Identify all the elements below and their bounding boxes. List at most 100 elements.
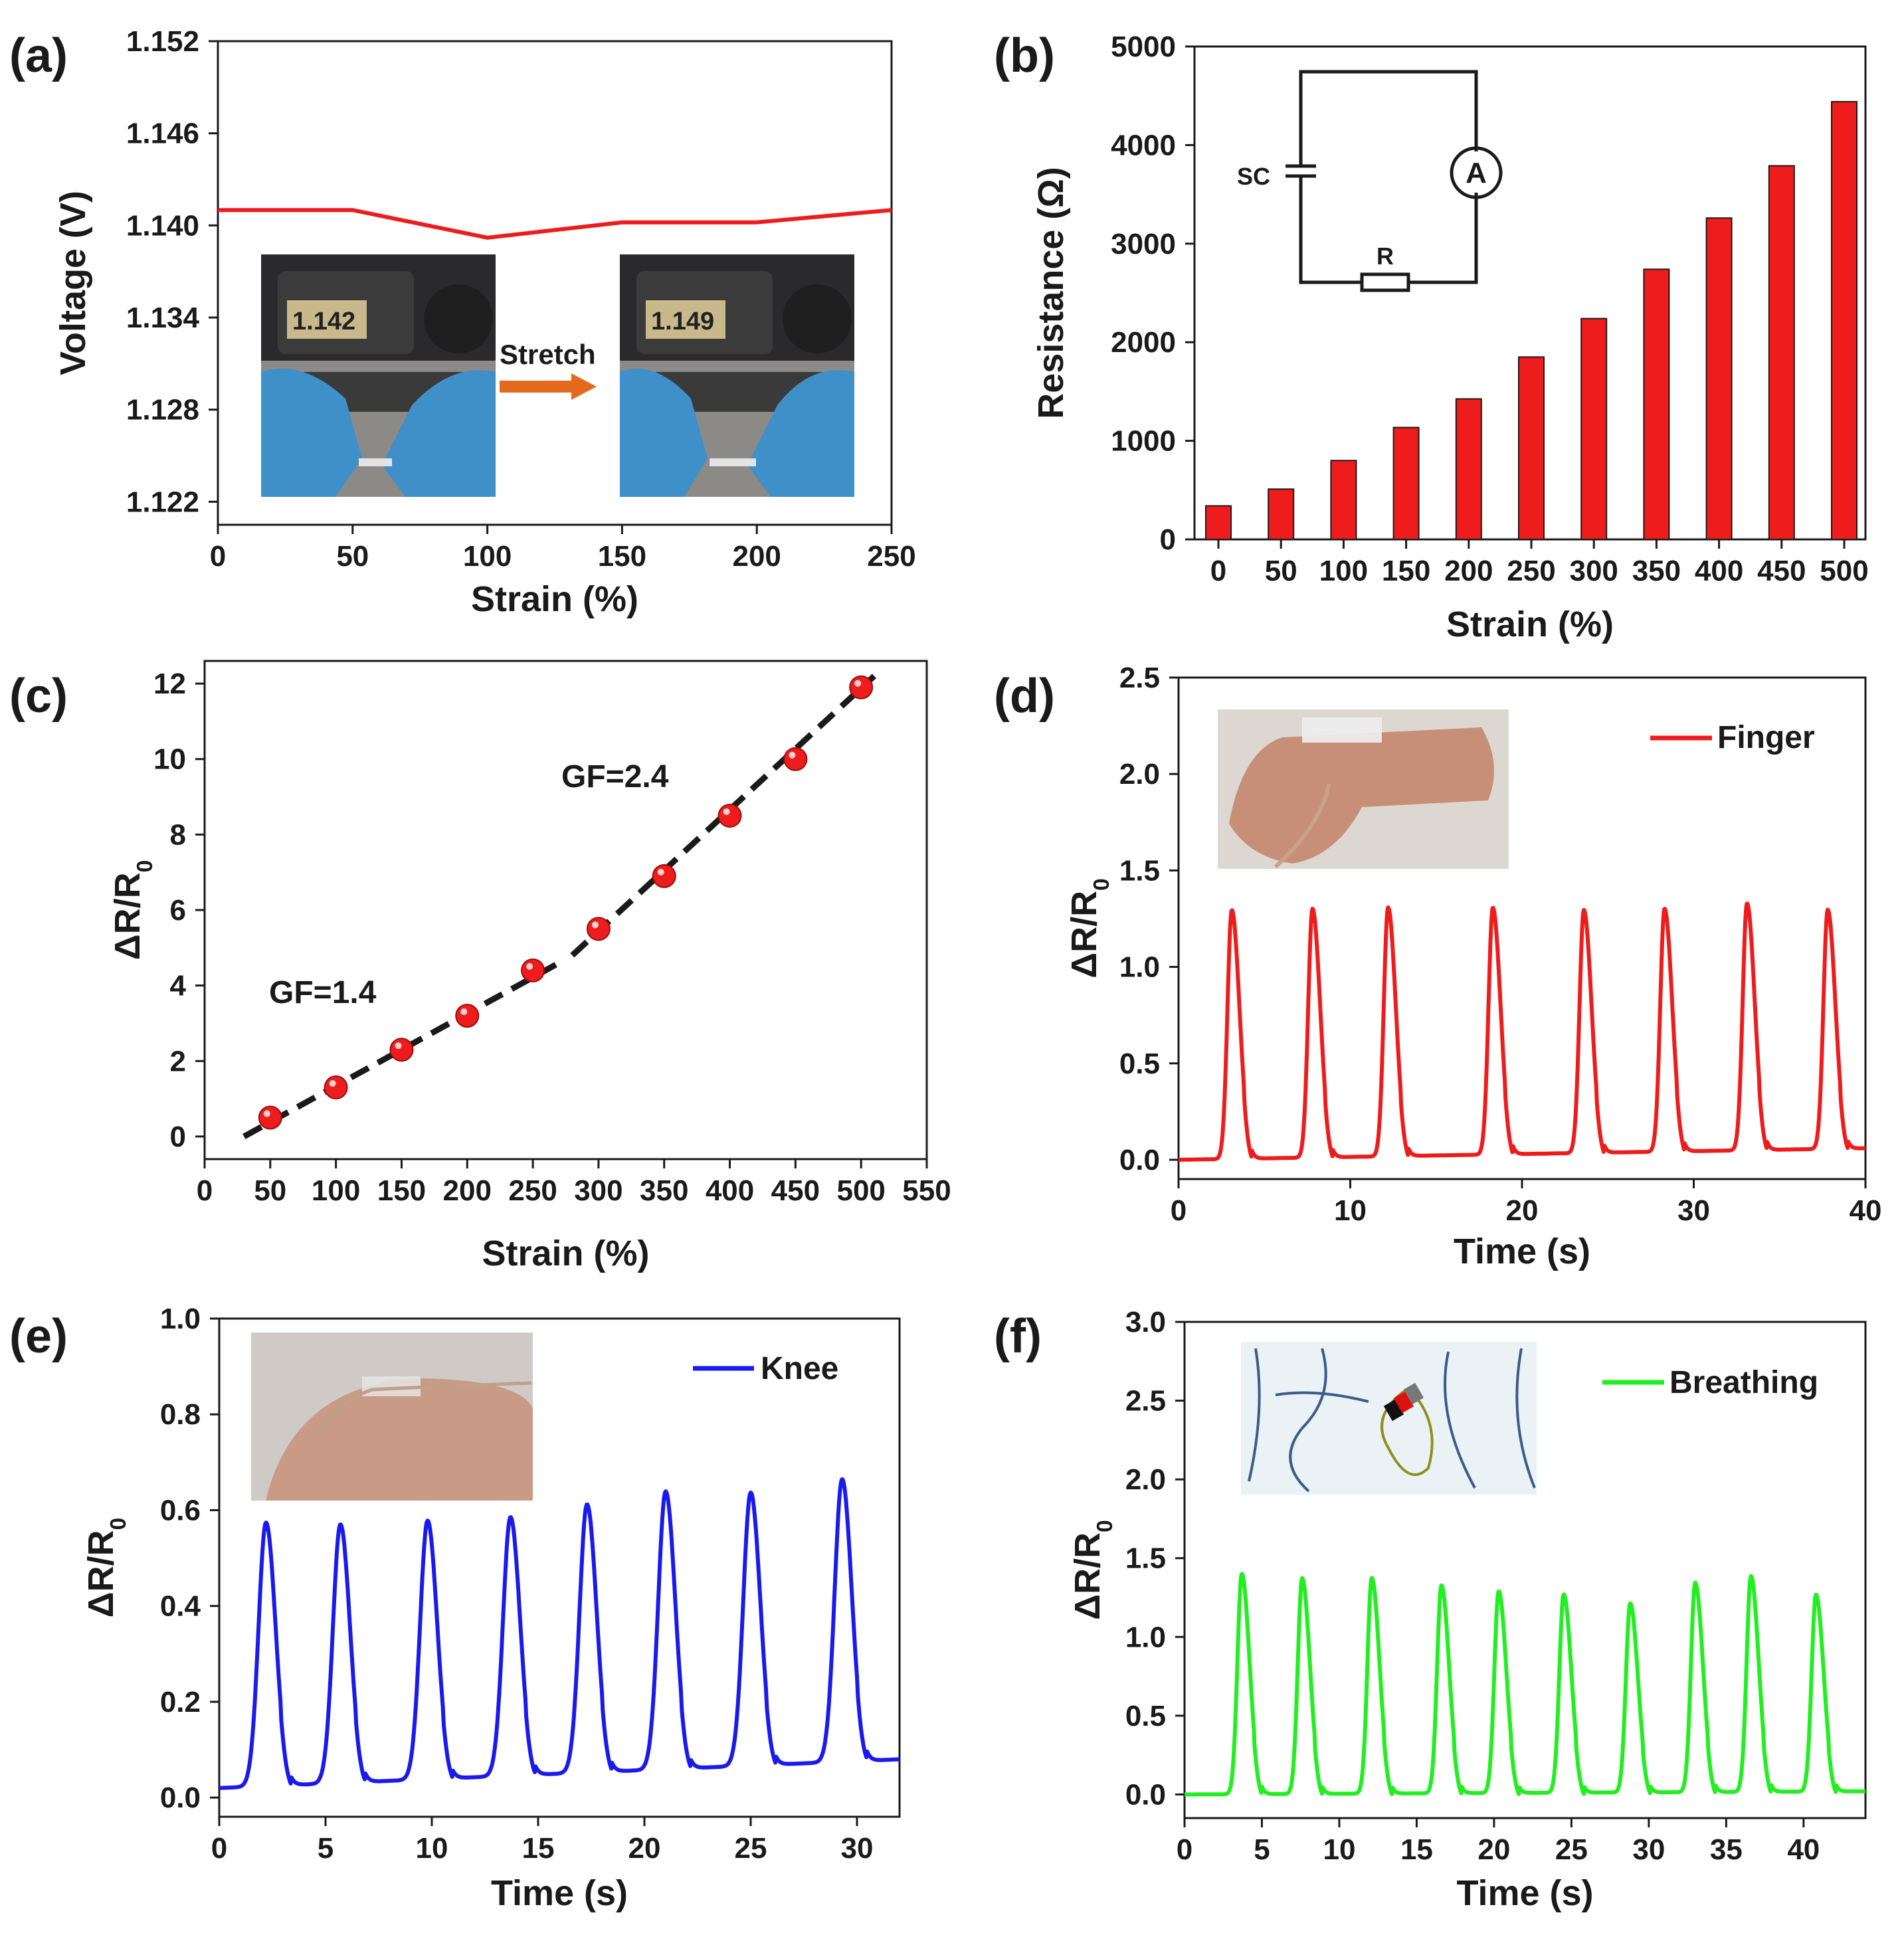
x-tick-label-d-4: 40 <box>1850 1194 1882 1227</box>
x-tick-label-c-5: 250 <box>508 1174 557 1207</box>
gf-low-annotation: GF=1.4 <box>269 975 377 1010</box>
x-tick-label-c-7: 350 <box>640 1174 688 1207</box>
y-tick-label-e-2: 0.4 <box>160 1590 201 1623</box>
y-tick-label-a-3: 1.140 <box>126 209 199 242</box>
y-axis-label-subscript-d: 0 <box>1090 878 1114 891</box>
x-tick-label-d-1: 10 <box>1334 1194 1367 1227</box>
y-tick-label-d-3: 1.5 <box>1119 854 1160 887</box>
x-tick-label-a-1: 50 <box>336 540 369 573</box>
legend-label-breathing: Breathing <box>1669 1365 1818 1400</box>
circuit-wire-top <box>1299 70 1478 153</box>
x-tick-label-f-5: 25 <box>1555 1833 1588 1866</box>
fit-line-1 <box>570 674 877 958</box>
y-axis-label-subscript-c: 0 <box>133 860 157 873</box>
panel-label-a: (a) <box>9 29 68 82</box>
data-point-350 <box>652 864 676 888</box>
y-axis-label-d: ΔR/R0 <box>1064 878 1114 978</box>
panel-b: (b) 0 1000 2000 3000 4000 5000 0 50 100 150 200 250… <box>994 29 1869 644</box>
y-axis-label-f: ΔR/R0 <box>1068 1520 1117 1619</box>
y-tick-label-b-5: 5000 <box>1111 31 1176 63</box>
knee-photo-inset <box>251 1333 533 1501</box>
y-tick-label-f-5: 2.5 <box>1125 1385 1166 1418</box>
x-tick-label-d-2: 20 <box>1506 1194 1539 1227</box>
x-tick-label-b-4: 200 <box>1444 555 1493 587</box>
torso-sketch-inset <box>1241 1342 1537 1495</box>
signal-line-breathing <box>1183 1572 1867 1797</box>
bar-50 <box>1268 488 1295 540</box>
legend-label-knee: Knee <box>761 1351 838 1386</box>
plot-frame-e <box>218 1317 901 1818</box>
x-tick-label-c-8: 400 <box>706 1174 754 1207</box>
y-tick-label-e-1: 0.2 <box>160 1686 201 1718</box>
x-tick-label-e-2: 10 <box>416 1832 448 1865</box>
circuit-label-sc: SC <box>1237 163 1270 190</box>
y-axis-label-b: Resistance (Ω) <box>1031 167 1071 418</box>
x-tick-label-f-1: 5 <box>1254 1833 1270 1866</box>
data-point-100 <box>324 1075 348 1100</box>
x-tick-label-c-0: 0 <box>197 1174 213 1207</box>
y-tick-label-a-4: 1.146 <box>126 118 199 150</box>
x-axis-label-e: Time (s) <box>491 1873 628 1913</box>
y-tick-label-c-3: 6 <box>170 894 186 927</box>
x-tick-label-b-9: 450 <box>1757 555 1806 587</box>
x-tick-label-e-1: 5 <box>318 1832 333 1865</box>
x-tick-label-b-6: 300 <box>1569 555 1618 587</box>
resistor-symbol <box>1360 272 1410 292</box>
multimeter-photo-left: 1.142 <box>261 254 496 497</box>
panel-e: (e) 0 5 10 15 20 25 30 0.0 0.2 0.4 0.6 0.8 1.0 Time (… <box>9 1303 901 1913</box>
data-point-highlight-150 <box>395 1042 402 1050</box>
panel-d: (d) 0 10 20 30 40 0.0 0.5 1.0 1.5 2.0 2.5 Time (s) Δ… <box>994 662 1881 1271</box>
bar-300 <box>1580 318 1608 540</box>
signal-line-finger <box>1177 901 1867 1162</box>
bar-500 <box>1831 101 1857 540</box>
y-tick-label-d-1: 0.5 <box>1119 1048 1160 1080</box>
x-tick-label-c-4: 200 <box>443 1174 492 1207</box>
data-point-450 <box>783 747 808 771</box>
y-tick-label-b-4: 4000 <box>1111 129 1176 161</box>
y-tick-label-a-2: 1.134 <box>126 302 200 334</box>
display-left: 1.142 <box>292 308 355 335</box>
y-tick-label-e-0: 0.0 <box>160 1782 201 1814</box>
bar-350 <box>1643 268 1670 540</box>
multimeter-photo-inset: 1.142 Stretch 1.149 <box>261 254 854 497</box>
panel-label-b: (b) <box>994 29 1055 82</box>
y-tick-label-b-0: 0 <box>1160 523 1176 556</box>
x-tick-label-b-2: 100 <box>1319 555 1368 587</box>
x-tick-label-a-3: 150 <box>598 540 646 573</box>
x-axis-label-b: Strain (%) <box>1446 604 1614 644</box>
data-point-50 <box>258 1105 282 1130</box>
x-tick-label-e-5: 25 <box>735 1832 767 1865</box>
bar-450 <box>1768 165 1795 540</box>
circuit-label-a: A <box>1466 157 1487 189</box>
x-tick-label-a-2: 100 <box>463 540 512 573</box>
plot-frame-c <box>203 660 928 1160</box>
x-tick-label-a-4: 200 <box>732 540 781 573</box>
x-tick-label-f-3: 15 <box>1400 1833 1433 1866</box>
x-tick-label-f-0: 0 <box>1177 1833 1192 1866</box>
x-tick-label-f-2: 10 <box>1323 1833 1355 1866</box>
data-point-150 <box>389 1038 414 1062</box>
y-tick-label-b-3: 3000 <box>1111 228 1176 260</box>
multimeter-photo-right: 1.149 <box>620 254 854 497</box>
y-tick-label-b-2: 2000 <box>1111 326 1176 359</box>
x-tick-label-e-3: 15 <box>522 1832 555 1865</box>
data-point-400 <box>717 803 742 828</box>
x-tick-label-c-1: 50 <box>254 1174 286 1207</box>
circuit-diagram-inset <box>1285 70 1503 292</box>
y-tick-label-f-1: 0.5 <box>1125 1700 1166 1732</box>
data-point-highlight-100 <box>329 1080 336 1087</box>
x-tick-label-b-3: 150 <box>1382 555 1430 587</box>
x-axis-label-a: Strain (%) <box>471 579 638 619</box>
panel-f: (f) 0 5 10 15 20 25 30 35 40 0.0 0.5 1.0 1.5 2.0 2.5 3.… <box>994 1306 1867 1913</box>
x-tick-label-e-6: 30 <box>841 1832 874 1865</box>
panel-label-d: (d) <box>994 670 1055 723</box>
x-tick-label-f-6: 30 <box>1632 1833 1665 1866</box>
data-point-200 <box>455 1004 480 1028</box>
y-tick-label-e-3: 0.6 <box>160 1494 201 1526</box>
circuit-label-r: R <box>1377 242 1394 270</box>
bar-200 <box>1455 398 1482 541</box>
data-point-500 <box>849 675 874 699</box>
y-tick-label-f-0: 0.0 <box>1125 1778 1166 1811</box>
x-tick-label-d-0: 0 <box>1171 1194 1187 1227</box>
